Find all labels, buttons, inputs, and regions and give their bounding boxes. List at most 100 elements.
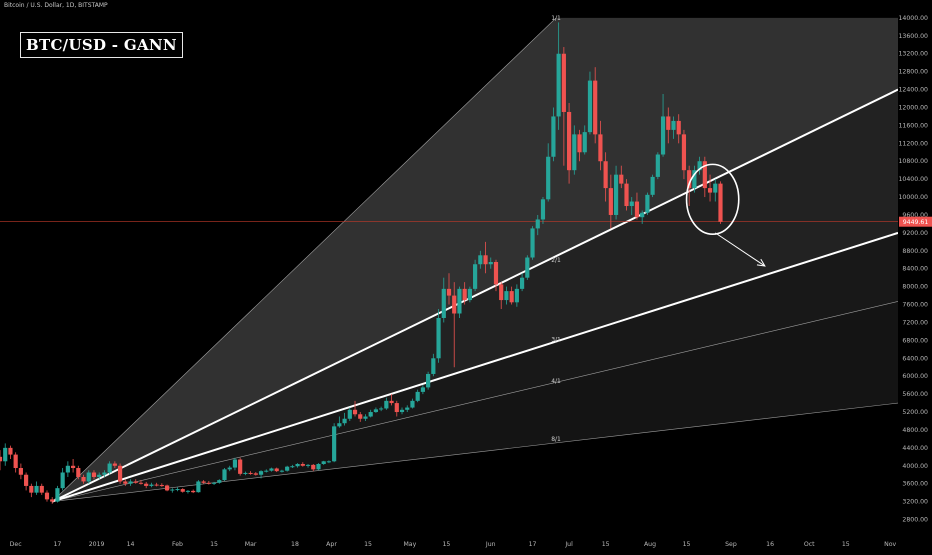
candle-body [426, 373, 431, 388]
candle-body [379, 408, 384, 410]
y-tick-label: 4400.00 [902, 445, 928, 452]
x-tick-label: 15 [602, 541, 610, 548]
candle-body [640, 212, 645, 218]
candle-body [347, 409, 352, 419]
candle-body [60, 472, 65, 489]
candle-body [311, 464, 316, 470]
gann-line-2-1 [51, 88, 898, 503]
candle-body [29, 485, 34, 493]
gann-line-4-1 [52, 301, 898, 502]
x-tick-label: 17 [529, 541, 537, 548]
x-tick-label: 15 [683, 541, 691, 548]
candle-body [467, 288, 472, 301]
x-tick-label: Dec [10, 541, 23, 548]
candle-body [483, 255, 488, 265]
candle-body [3, 447, 8, 462]
candle-body [332, 426, 337, 462]
candle-body [123, 481, 128, 484]
candle-body [441, 288, 446, 318]
gann-label-2-1: 2/1 [551, 257, 561, 264]
candle-body [373, 409, 378, 413]
candle-body [81, 476, 86, 482]
y-tick-label: 12800.00 [898, 69, 928, 76]
candle-body [671, 120, 676, 130]
projection-arrow-line [714, 232, 766, 267]
candle-body [655, 154, 660, 177]
candle-body [159, 485, 164, 487]
candle-body [285, 466, 290, 471]
candle-body [363, 416, 368, 419]
x-tick-label: Aug [644, 541, 656, 548]
candle-body [227, 467, 232, 470]
candle-body [248, 472, 253, 474]
candle-body [0, 456, 3, 462]
candle-body [71, 465, 76, 469]
candle-body [149, 484, 154, 486]
candle-body [201, 481, 206, 483]
candle-body [358, 414, 363, 419]
x-tick-label: Jul [564, 541, 573, 548]
y-tick-label: 5200.00 [902, 409, 928, 416]
candle-body [457, 288, 462, 314]
candle-body [634, 201, 640, 218]
candle-body [561, 53, 566, 112]
candle-body [666, 116, 671, 130]
y-tick-label: 9600.00 [902, 212, 928, 219]
candle-body [217, 480, 222, 483]
x-tick-label: 2019 [89, 541, 105, 548]
x-tick-label: 16 [766, 541, 774, 548]
x-tick-label: Oct [804, 541, 815, 548]
candle-body [55, 488, 60, 502]
candle-body [405, 407, 410, 410]
x-tick-label: Mar [245, 541, 257, 548]
candle-body [389, 400, 394, 404]
candle-body [619, 174, 624, 184]
gann-line-8-1 [52, 402, 898, 502]
candle-body [384, 400, 389, 409]
y-tick-label: 6800.00 [902, 337, 928, 344]
candle-body [613, 174, 619, 215]
candle-body [290, 466, 295, 468]
candle-body [624, 183, 629, 207]
y-tick-label: 12400.00 [898, 87, 928, 94]
y-tick-label: 3200.00 [902, 499, 928, 506]
plot-layer: 1/1 2/1 3/1 4/1 8/1 [0, 15, 898, 504]
y-tick-label: 7600.00 [902, 302, 928, 309]
y-tick-label: 10000.00 [898, 194, 928, 201]
x-tick-label: Apr [326, 541, 337, 548]
candle-body [598, 134, 603, 162]
candle-body [645, 194, 650, 213]
candle-body [629, 201, 634, 207]
candle-body [566, 111, 572, 171]
candle-body [191, 490, 196, 493]
y-tick-label: 2800.00 [902, 517, 928, 524]
candle-body [8, 447, 13, 455]
candle-body [650, 176, 655, 195]
y-tick-label: 13600.00 [898, 33, 928, 40]
x-tick-label: 18 [291, 541, 299, 548]
candle-body [399, 409, 405, 413]
candle-body [128, 481, 133, 484]
x-tick-label: Jun [485, 541, 496, 548]
candle-body [415, 391, 420, 401]
highlight-ellipse [685, 163, 740, 236]
y-tick-label: 6000.00 [902, 373, 928, 380]
candle-body [269, 468, 274, 471]
chart-title: BTC/USD - GANN [20, 32, 183, 58]
projection-arrow-head [756, 258, 766, 267]
candle-body [707, 188, 713, 193]
candle-body [660, 116, 666, 155]
candle-body [34, 485, 39, 493]
candle-body [493, 262, 499, 285]
candle-body [65, 465, 70, 473]
candle-body [697, 161, 702, 171]
candle-body [593, 80, 598, 135]
y-tick-label: 11200.00 [898, 140, 928, 147]
candle-body [525, 257, 530, 278]
candle-body [295, 463, 300, 467]
candle-body [258, 471, 264, 475]
candle-body [144, 483, 149, 486]
candle-body [253, 473, 258, 475]
